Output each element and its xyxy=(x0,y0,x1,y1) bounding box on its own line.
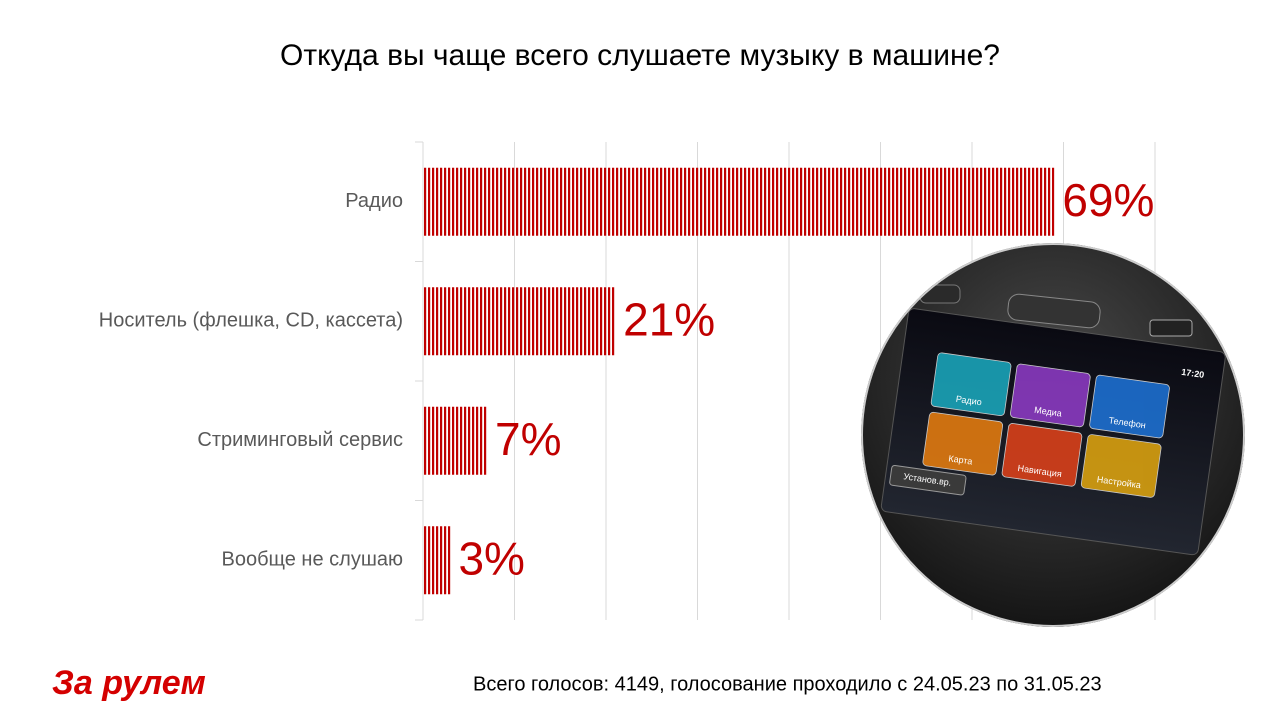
footer-note: Всего голосов: 4149, голосование проходи… xyxy=(473,673,1102,695)
menu-tile-label: Радио xyxy=(955,394,982,408)
bar xyxy=(423,287,616,356)
menu-tile xyxy=(1080,434,1162,498)
bar xyxy=(423,526,451,595)
category-label: Носитель (флешка, CD, кассета) xyxy=(99,310,403,332)
volume-button xyxy=(1007,293,1101,329)
menu-tile xyxy=(1010,363,1091,428)
usb-port xyxy=(1149,319,1193,337)
category-label: Стриминговый сервис xyxy=(197,429,403,451)
rim xyxy=(861,243,1245,627)
value-label: 69% xyxy=(1062,174,1154,226)
menu-tile-label: Карта xyxy=(948,453,973,466)
value-label: 7% xyxy=(495,413,561,465)
chart-title: Откуда вы чаще всего слушаете музыку в м… xyxy=(280,39,1000,72)
category-label: Радио xyxy=(345,190,403,212)
menu-tile xyxy=(1089,374,1170,439)
clock: 17:20 xyxy=(1181,367,1205,380)
value-label: 21% xyxy=(623,293,715,345)
category-label: Вообще не слушаю xyxy=(221,549,403,571)
bar xyxy=(423,406,488,475)
value-label: 3% xyxy=(458,532,524,584)
bar xyxy=(423,167,1055,236)
menu-tile-label: Медиа xyxy=(1034,405,1063,419)
power-button xyxy=(919,284,961,304)
menu-tile xyxy=(1001,423,1083,487)
illustration: 17:20 РадиоМедиаТелефонКартаНавигацияНас… xyxy=(861,243,1245,627)
setup-button xyxy=(889,464,967,496)
menu-tile xyxy=(922,411,1004,476)
menu-tile xyxy=(930,352,1012,417)
logo: За рулем xyxy=(52,664,206,702)
